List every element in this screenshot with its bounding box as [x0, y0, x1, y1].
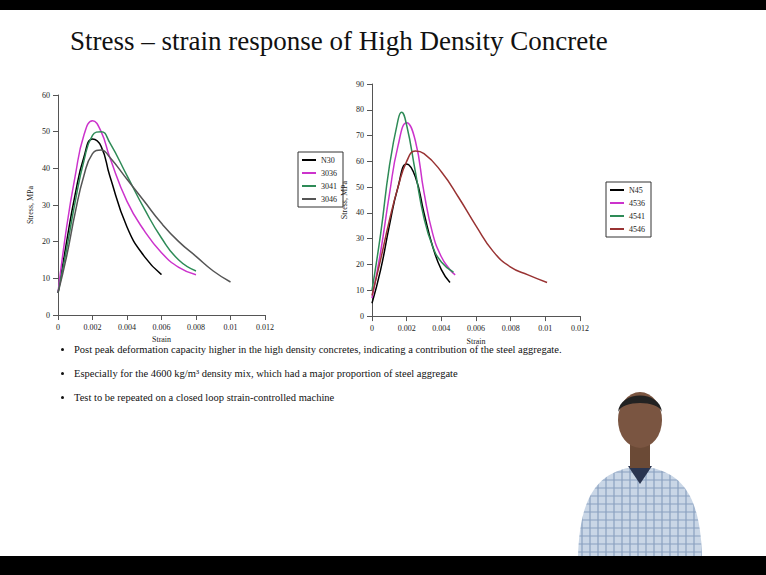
- html-text:Post peak deformation capacity: Post peak deformation capacity higher in…: [74, 344, 562, 355]
- svg-text:80: 80: [356, 105, 364, 114]
- svg-text:30: 30: [356, 234, 364, 243]
- svg-text:N30: N30: [321, 156, 335, 165]
- svg-text:3036: 3036: [321, 169, 337, 178]
- svg-text:N45: N45: [629, 186, 643, 195]
- svg-text:60: 60: [356, 157, 364, 166]
- svg-text:90: 90: [356, 80, 364, 89]
- svg-text:Stress, MPa: Stress, MPa: [26, 185, 35, 224]
- html-text:Test to be repeated on a close: Test to be repeated on a closed loop str…: [74, 392, 335, 403]
- svg-text:30: 30: [42, 201, 50, 210]
- svg-text:20: 20: [356, 260, 364, 269]
- svg-text:40: 40: [356, 208, 364, 217]
- html-text:Stress – strain response of Hi: Stress – strain response of High Density…: [70, 26, 608, 56]
- svg-text:0.01: 0.01: [538, 324, 552, 333]
- svg-text:0: 0: [370, 324, 374, 333]
- svg-text:0: 0: [56, 323, 60, 332]
- svg-text:0.012: 0.012: [256, 323, 274, 332]
- svg-text:4536: 4536: [629, 199, 645, 208]
- svg-text:0.012: 0.012: [571, 324, 589, 333]
- svg-text:0.004: 0.004: [432, 324, 450, 333]
- svg-text:4541: 4541: [629, 212, 645, 221]
- svg-text:0.006: 0.006: [467, 324, 485, 333]
- svg-text:50: 50: [356, 183, 364, 192]
- svg-text:Strain: Strain: [466, 336, 486, 346]
- svg-text:Stress, MPa: Stress, MPa: [339, 180, 349, 220]
- svg-text:0.008: 0.008: [502, 324, 520, 333]
- svg-text:3041: 3041: [321, 182, 337, 191]
- svg-text:0: 0: [360, 312, 364, 321]
- svg-text:40: 40: [42, 164, 50, 173]
- svg-text:0.008: 0.008: [187, 323, 205, 332]
- svg-text:20: 20: [42, 237, 50, 246]
- svg-text:0.006: 0.006: [153, 323, 171, 332]
- svg-text:Strain: Strain: [152, 335, 171, 344]
- svg-text:10: 10: [42, 274, 50, 283]
- svg-text:0.002: 0.002: [84, 323, 102, 332]
- svg-text:0.004: 0.004: [118, 323, 136, 332]
- svg-text:4546: 4546: [629, 225, 645, 234]
- svg-text:10: 10: [356, 286, 364, 295]
- svg-text:60: 60: [42, 91, 50, 100]
- html-text:Especially for the 4600 kg/m³: Especially for the 4600 kg/m³ density mi…: [74, 368, 458, 379]
- svg-text:0: 0: [46, 311, 50, 320]
- svg-text:70: 70: [356, 131, 364, 140]
- svg-text:0.002: 0.002: [398, 324, 416, 333]
- svg-text:3046: 3046: [321, 195, 337, 204]
- svg-text:50: 50: [42, 127, 50, 136]
- svg-text:0.01: 0.01: [224, 323, 238, 332]
